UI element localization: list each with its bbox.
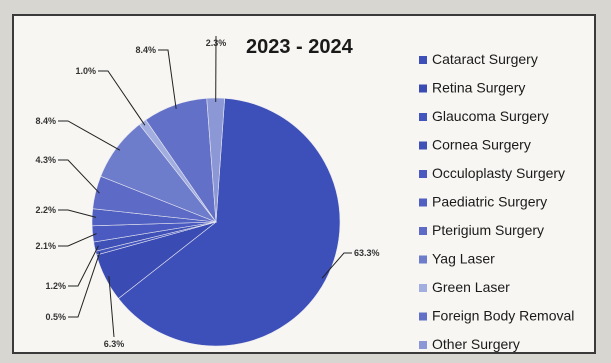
legend-item: Retina Surgery (419, 80, 525, 96)
data-label: 2.2% (35, 205, 56, 215)
data-label: 63.3% (354, 248, 380, 258)
legend: Cataract Surgery Retina Surgery Glaucoma S… (419, 51, 574, 352)
leader-line (108, 276, 115, 338)
legend-item: Glaucoma Surgery (419, 108, 549, 124)
leader-line (58, 209, 97, 218)
legend-item: Other Surgery (419, 336, 520, 352)
data-label: 1.2% (45, 281, 66, 291)
data-label: 0.5% (45, 312, 66, 322)
data-label: 1.0% (75, 66, 96, 76)
legend-label: Paediatric Surgery (432, 194, 547, 210)
legend-swatch (419, 227, 427, 235)
legend-swatch (419, 312, 427, 321)
data-label: 2.1% (35, 241, 56, 251)
legend-item: Foreign Body Removal (419, 308, 574, 324)
legend-label: Glaucoma Surgery (432, 108, 549, 124)
legend-label: Occuloplasty Surgery (432, 165, 565, 181)
leader-line (158, 49, 177, 109)
data-label: 4.3% (35, 155, 56, 165)
legend-item: Pterigium Surgery (419, 222, 544, 238)
legend-item: Cataract Surgery (419, 51, 538, 67)
chart-frame: 2023 - 2024 63.3% 6.3% 0.5% 1.2% 2.1% 2.2% 4.3… (12, 14, 596, 354)
legend-item: Paediatric Surgery (419, 194, 547, 210)
legend-label: Retina Surgery (432, 80, 525, 96)
leader-line (68, 245, 99, 287)
legend-item: Green Laser (419, 279, 510, 295)
legend-label: Cataract Surgery (432, 51, 538, 67)
data-label: 6.3% (104, 339, 125, 349)
legend-swatch (419, 284, 427, 292)
legend-swatch (419, 170, 427, 178)
leader-line (58, 233, 97, 247)
data-label: 2.3% (206, 38, 227, 48)
data-label: 8.4% (35, 116, 56, 126)
leader-line (58, 159, 100, 194)
leader-line (321, 252, 352, 279)
pie-chart: 2023 - 2024 63.3% 6.3% 0.5% 1.2% 2.1% 2.2% 4.3… (35, 35, 574, 352)
leader-line (58, 120, 121, 151)
legend-swatch (419, 141, 427, 150)
legend-label: Pterigium Surgery (432, 222, 544, 238)
legend-item: Occuloplasty Surgery (419, 165, 565, 181)
leader-lines (58, 35, 352, 338)
legend-label: Foreign Body Removal (432, 308, 574, 324)
pie-slice-cataract-surgery (118, 97, 341, 347)
legend-label: Cornea Surgery (432, 137, 531, 153)
pie-slices (91, 97, 341, 347)
legend-label: Green Laser (432, 279, 510, 295)
legend-swatch (419, 255, 427, 264)
data-labels: 63.3% 6.3% 0.5% 1.2% 2.1% 2.2% 4.3% 8.4% 1.0% 8.4… (35, 38, 379, 349)
leader-line (98, 70, 146, 126)
legend-item: Cornea Surgery (419, 137, 531, 153)
legend-swatch (419, 341, 427, 349)
legend-swatch (419, 56, 427, 64)
leader-line (68, 251, 101, 318)
data-label: 8.4% (135, 45, 156, 55)
legend-item: Yag Laser (419, 251, 495, 267)
legend-swatch (419, 84, 427, 93)
legend-label: Yag Laser (432, 251, 495, 267)
chart-title: 2023 - 2024 (246, 36, 354, 58)
legend-label: Other Surgery (432, 336, 520, 352)
legend-swatch (419, 198, 427, 207)
legend-swatch (419, 113, 427, 121)
